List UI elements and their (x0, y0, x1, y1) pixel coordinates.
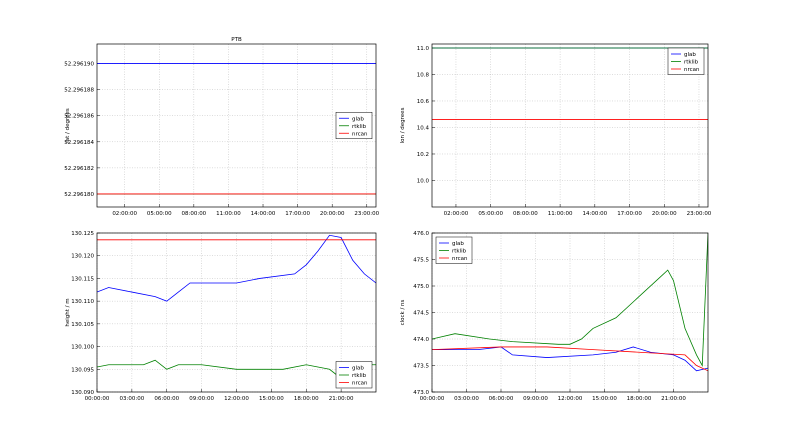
subplot: 473.0 473.5 474.0 474.5 475.0 475.5 476.0 00:00… (400, 231, 709, 402)
y-tick-label: 11.0 (417, 46, 430, 52)
series-line (97, 234, 376, 302)
x-tick-label: 14:00:00 (251, 211, 276, 217)
y-tick-label: 52.296186 (64, 114, 94, 120)
x-tick-label: 12:00:00 (224, 396, 249, 402)
x-tick-label: 09:00:00 (523, 396, 548, 402)
x-tick-label: 18:00:00 (627, 396, 652, 402)
axes-frame (431, 232, 709, 393)
x-tick-label: 03:00:00 (454, 396, 479, 402)
series-line (432, 346, 708, 372)
legend-label: nrcan (452, 256, 468, 262)
legend-label: nrcan (352, 131, 368, 137)
y-tick-label: 10.2 (417, 152, 429, 158)
legend-label: glab (352, 116, 364, 122)
y-tick-label: 10.8 (417, 72, 430, 78)
legend-label: glab (352, 366, 364, 372)
x-tick-label: 20:00:00 (652, 211, 677, 217)
chart-title: PTB (231, 37, 242, 43)
y-tick-label: 52.296180 (64, 192, 94, 198)
y-tick-label: 52.296190 (64, 62, 94, 68)
x-tick-label: 00:00:00 (420, 396, 445, 402)
y-tick-label: 475.5 (413, 258, 429, 264)
legend-label: rtklib (452, 249, 467, 255)
x-tick-label: 12:00:00 (558, 396, 583, 402)
y-tick-label: 130.105 (71, 322, 94, 328)
y-tick-label: 130.125 (71, 231, 94, 237)
y-tick-label: 473.5 (413, 364, 429, 370)
y-tick-label: 52.296184 (64, 140, 94, 146)
y-tick-label: 130.115 (71, 276, 94, 282)
y-tick-label: 476.0 (413, 231, 429, 237)
axes-frame (431, 43, 709, 208)
x-tick-label: 18:00:00 (294, 396, 319, 402)
legend-label: nrcan (684, 67, 700, 73)
y-axis-label: lon / degrees (400, 107, 406, 143)
subplot: 130.090 130.095 130.100 130.105 130.110 130.1… (65, 231, 377, 402)
y-axis-label: clock / ns (400, 299, 406, 325)
x-tick-label: 17:00:00 (617, 211, 642, 217)
x-tick-label: 00:00:00 (85, 396, 110, 402)
y-tick-label: 52.296188 (64, 88, 94, 94)
x-tick-label: 05:00:00 (478, 211, 503, 217)
y-tick-label: 52.296182 (64, 166, 94, 172)
legend-label: glab (452, 241, 464, 247)
plot-area (97, 63, 376, 195)
x-tick-label: 21:00:00 (661, 396, 686, 402)
plot-area (97, 234, 376, 379)
axes-frame (96, 43, 377, 208)
y-tick-label: 10.4 (417, 125, 430, 131)
plot-area (432, 47, 708, 120)
y-tick-label: 10.0 (417, 178, 430, 184)
x-tick-label: 15:00:00 (592, 396, 617, 402)
y-tick-label: 130.120 (71, 254, 94, 260)
x-tick-label: 23:00:00 (354, 211, 379, 217)
subplot: 52.296180 52.296182 52.296184 52.296186 52.2… (64, 37, 379, 217)
x-tick-label: 11:00:00 (548, 211, 573, 217)
x-tick-label: 02:00:00 (112, 211, 137, 217)
x-tick-label: 05:00:00 (147, 211, 172, 217)
legend-label: rtklib (352, 124, 367, 130)
y-tick-label: 130.100 (71, 345, 94, 351)
y-tick-label: 475.0 (413, 284, 429, 290)
x-tick-label: 06:00:00 (154, 396, 179, 402)
y-tick-label: 474.0 (413, 337, 429, 343)
x-tick-label: 11:00:00 (216, 211, 241, 217)
x-tick-label: 14:00:00 (582, 211, 607, 217)
x-tick-label: 09:00:00 (189, 396, 214, 402)
y-axis-label: height / m (65, 298, 71, 326)
plot-area (432, 233, 708, 372)
y-tick-label: 130.110 (71, 299, 94, 305)
subplot: 10.0 10.2 10.4 10.6 10.8 11.0 02:00:00 05:00:00… (400, 43, 712, 217)
legend-label: nrcan (352, 381, 368, 387)
series-line (432, 233, 708, 367)
x-tick-label: 23:00:00 (687, 211, 712, 217)
legend-label: rtklib (684, 60, 699, 66)
y-tick-label: 130.095 (71, 367, 94, 373)
axes-frame (96, 232, 377, 393)
y-tick-label: 10.6 (417, 99, 430, 105)
legend-label: rtklib (352, 373, 367, 379)
y-tick-label: 473.0 (413, 390, 429, 396)
x-tick-label: 17:00:00 (285, 211, 310, 217)
x-tick-label: 20:00:00 (320, 211, 345, 217)
x-tick-label: 08:00:00 (181, 211, 206, 217)
x-tick-label: 15:00:00 (259, 396, 284, 402)
x-tick-label: 06:00:00 (489, 396, 514, 402)
legend-label: glab (684, 52, 696, 58)
y-tick-label: 474.5 (413, 311, 429, 317)
y-tick-label: 130.090 (71, 390, 94, 396)
x-tick-label: 03:00:00 (120, 396, 145, 402)
y-axis-label: lat / degrees (65, 108, 71, 143)
x-tick-label: 02:00:00 (444, 211, 469, 217)
x-tick-label: 21:00:00 (329, 396, 354, 402)
x-tick-label: 08:00:00 (513, 211, 538, 217)
